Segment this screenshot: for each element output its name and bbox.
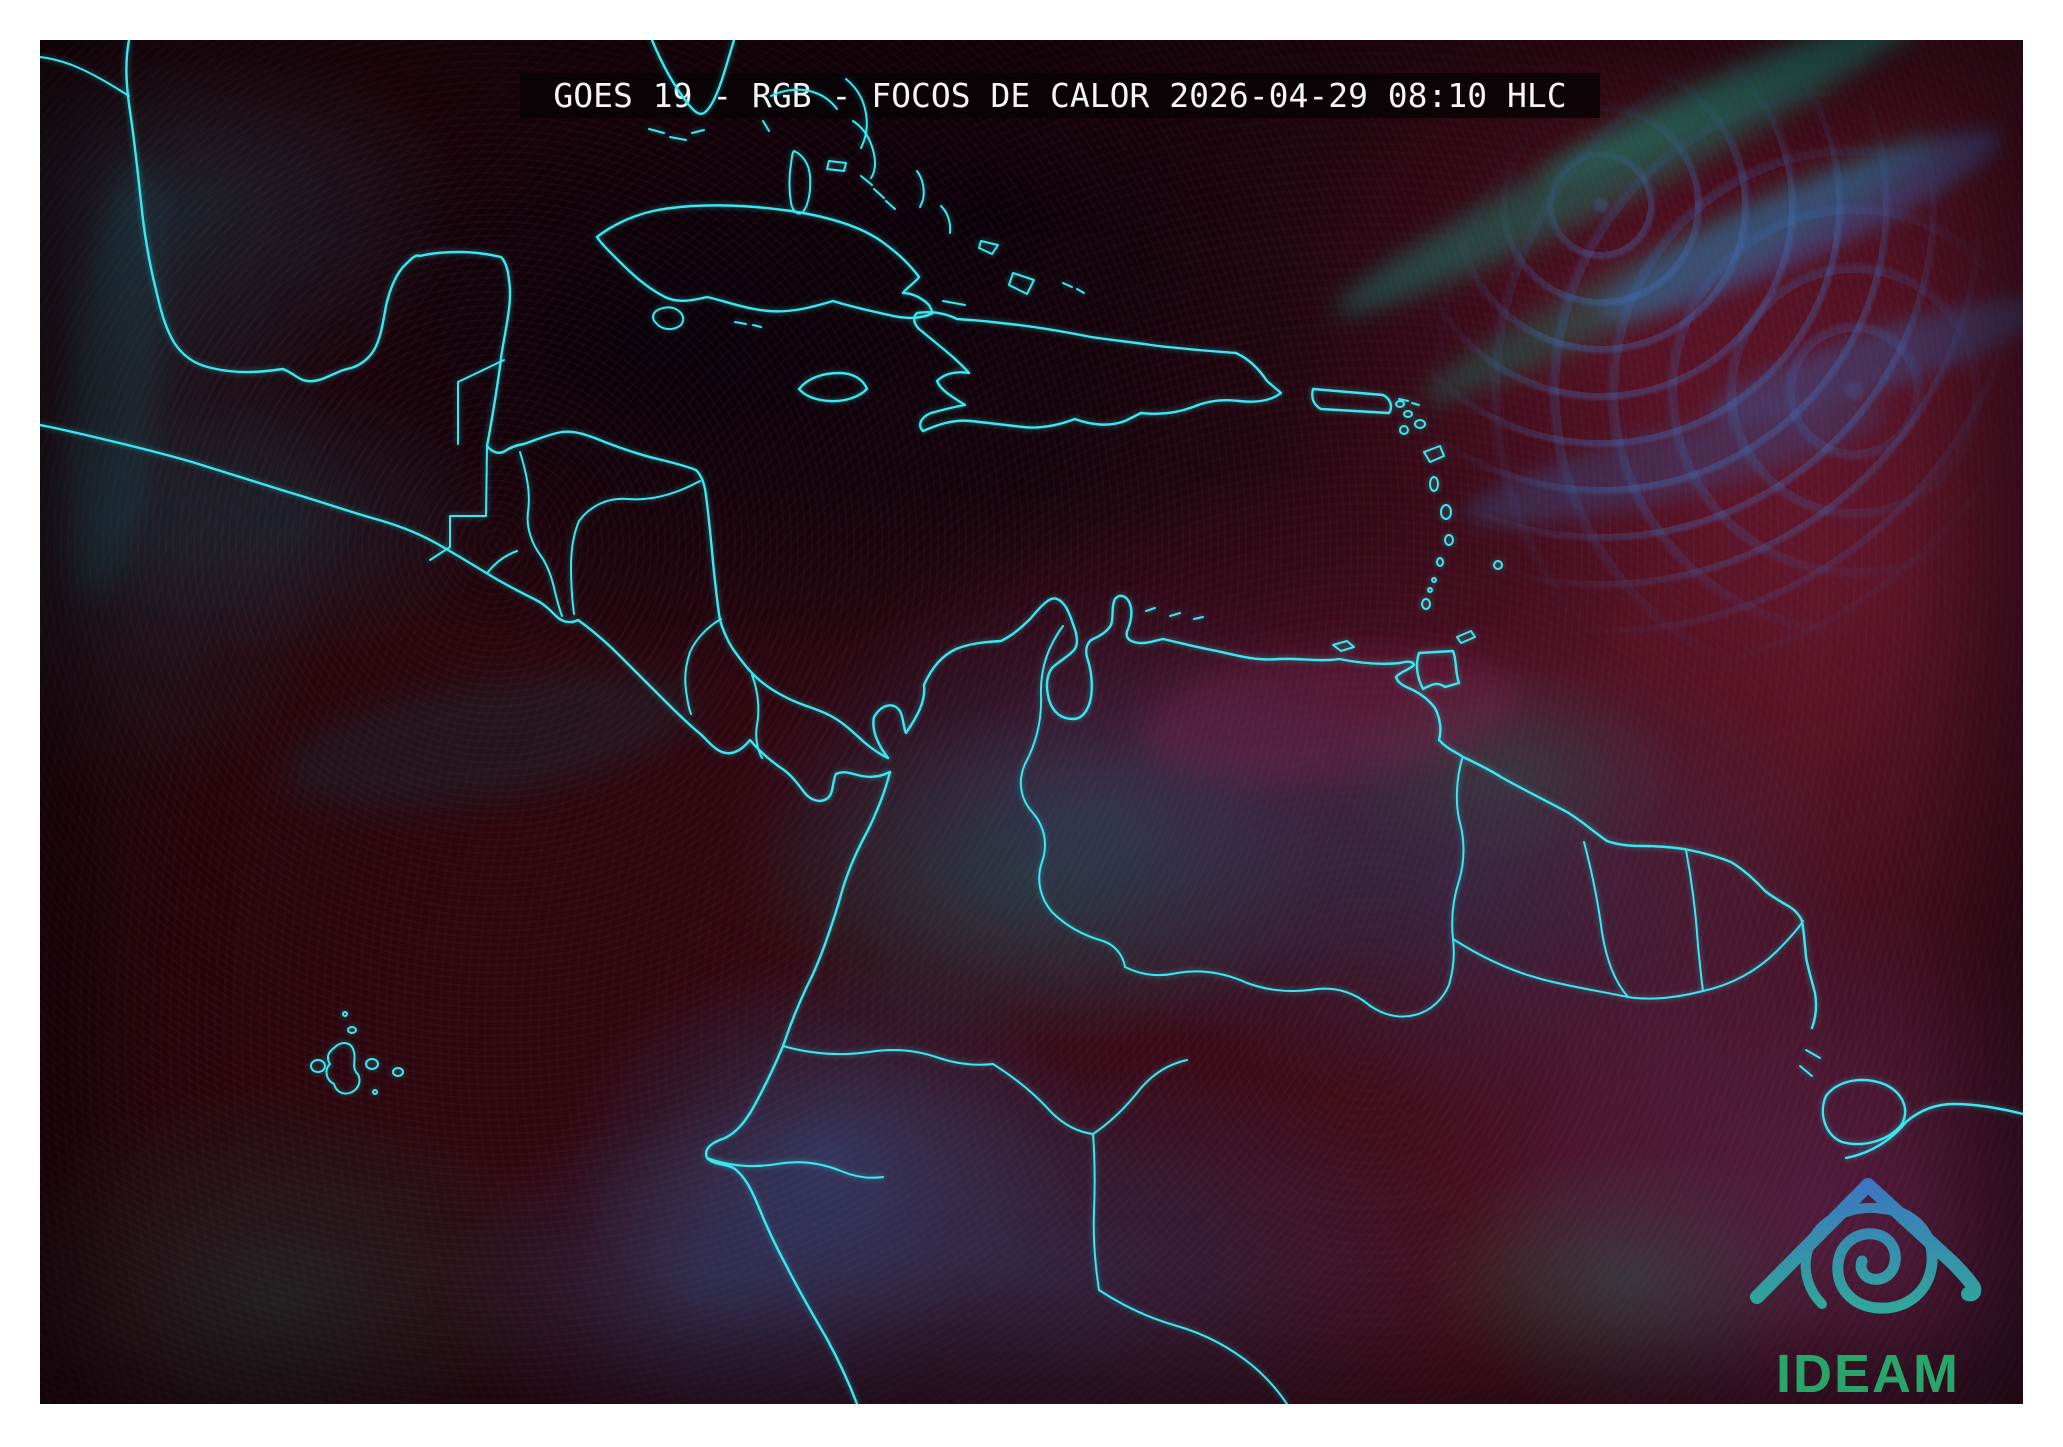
tobago (1456, 630, 1476, 644)
brazil-peru-border (1098, 1289, 1288, 1404)
tortuga-island (942, 300, 966, 306)
colombia-ecuador-border (782, 1045, 994, 1066)
mexico-centralamerica-caribbean-coast (125, 40, 890, 760)
brazil-north-coast (1844, 1102, 2023, 1160)
centralamerica-pacific-coast (40, 423, 892, 803)
abc-islands (1145, 607, 1204, 620)
trinidad (1415, 649, 1461, 691)
belize-guatemala-border (457, 359, 505, 445)
bahamas-islands (762, 78, 1085, 295)
amazon-delta-islets (1799, 1049, 1821, 1077)
guadeloupe (1423, 445, 1445, 463)
ideam-mountain-swirl-icon (1750, 1178, 1982, 1314)
nicaragua-costarica-border (684, 618, 722, 715)
southamerica-caribbean-atlantic-coast (872, 594, 1818, 1030)
ideam-logo: IDEAM (1750, 1178, 1982, 1404)
marajo-island (1821, 1078, 1907, 1146)
florida-outline (650, 40, 736, 116)
guatemala-elsalvador-border (487, 550, 518, 573)
colombia-venezuela-border (1019, 625, 1126, 968)
colombia-trapeze-east-border (1092, 1059, 1188, 1135)
suriname-frenchguiana-border (1685, 849, 1704, 992)
north-central-america-coastlines (40, 40, 892, 803)
country-borders-overlay (40, 40, 2023, 1404)
florida-keys (648, 128, 705, 141)
guatemala-honduras-border (519, 451, 563, 617)
mexico-guatemala-border (429, 445, 488, 561)
lesser-antilles-arc (1145, 400, 1503, 691)
cloud-speckle-field (1420, 50, 2023, 670)
south-america-coastlines (310, 594, 2023, 1404)
ecuador-peru-border (706, 1157, 884, 1179)
galapagos-islands (310, 1011, 404, 1095)
venezuela-guyana-border (1451, 758, 1465, 940)
satellite-imagery-background (40, 40, 2023, 1404)
cuba-outline (595, 204, 935, 319)
isla-juventud-outline (652, 306, 685, 331)
virgin-islands (1398, 398, 1420, 406)
hispaniola-outline (913, 311, 1283, 433)
colombia-brazil-peru-border (992, 1063, 1100, 1291)
image-grain-texture (40, 40, 2023, 1404)
guyana-suriname-border (1583, 841, 1629, 998)
satellite-map: GOES 19 - RGB - FOCOS DE CALOR 2026-04-2… (40, 40, 2023, 1404)
honduras-nicaragua-border (570, 480, 701, 615)
us-mexico-border (40, 56, 130, 97)
jamaica-outline (797, 371, 869, 403)
southamerica-pacific-coast (704, 770, 892, 1404)
caribbean-islands (595, 78, 1503, 691)
cayman-islands (734, 321, 762, 328)
ideam-logo-text: IDEAM (1776, 1344, 1960, 1404)
costarica-panama-border (751, 674, 763, 759)
margarita (1332, 640, 1355, 652)
venezuela-brazil-border (1124, 938, 1455, 1018)
guianas-brazil-border (1452, 920, 1804, 1000)
image-title-bar: GOES 19 - RGB - FOCOS DE CALOR 2026-04-2… (520, 73, 1600, 118)
puerto-rico-outline (1311, 387, 1393, 415)
vignette-overlay (40, 40, 2023, 1404)
